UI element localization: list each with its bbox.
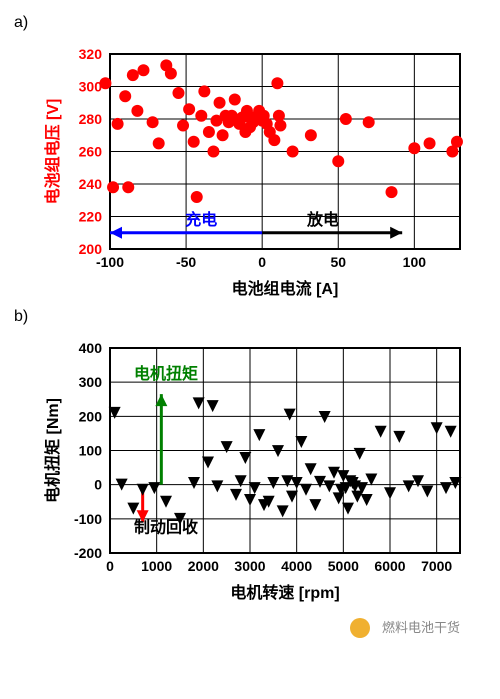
footer: 燃料电池干货 [10,614,490,638]
svg-text:260: 260 [79,144,103,160]
panel-b-label: b) [14,308,490,326]
chart-a-svg: -100-50050100200220240260280300320电池组电流 … [40,34,470,304]
svg-text:280: 280 [79,111,103,127]
footer-avatar-icon [350,618,370,638]
svg-text:4000: 4000 [281,558,312,574]
svg-text:电机转速 [rpm]: 电机转速 [rpm] [230,583,339,602]
svg-text:240: 240 [79,176,103,192]
svg-text:6000: 6000 [374,558,405,574]
svg-text:-200: -200 [74,545,102,561]
svg-text:400: 400 [79,340,103,356]
svg-text:50: 50 [330,254,346,270]
svg-text:220: 220 [79,209,103,225]
svg-text:电机扭矩: 电机扭矩 [134,364,198,383]
svg-text:-50: -50 [176,254,196,270]
svg-text:100: 100 [79,443,103,459]
svg-text:300: 300 [79,79,103,95]
svg-text:0: 0 [106,558,114,574]
svg-text:-100: -100 [74,511,102,527]
svg-text:200: 200 [79,408,103,424]
svg-text:制动回收: 制动回收 [134,518,198,537]
svg-text:0: 0 [258,254,266,270]
svg-text:电机扭矩 [Nm]: 电机扭矩 [Nm] [43,398,62,503]
chart-b: 0 1000 2000 3000 4000 5000 6000 7000 -200 -100 0 10… [40,328,490,608]
panel-a-label: a) [14,14,490,32]
svg-text:5000: 5000 [328,558,359,574]
svg-text:电池组电压 [V]: 电池组电压 [V] [43,99,62,205]
footer-text: 燃料电池干货 [382,617,460,636]
svg-text:2000: 2000 [188,558,219,574]
svg-text:放电: 放电 [306,210,339,229]
svg-text:100: 100 [403,254,427,270]
svg-text:320: 320 [79,46,103,62]
svg-text:7000: 7000 [421,558,452,574]
svg-text:充电: 充电 [185,210,217,229]
chart-b-svg: 0 1000 2000 3000 4000 5000 6000 7000 -200 -100 0 10… [40,328,470,608]
svg-text:1000: 1000 [141,558,172,574]
svg-text:3000: 3000 [234,558,265,574]
svg-text:0: 0 [94,477,102,493]
chart-a: -100-50050100200220240260280300320电池组电流 … [40,34,490,304]
svg-text:200: 200 [79,241,103,257]
svg-text:电池组电流 [A]: 电池组电流 [A] [232,279,339,298]
svg-text:300: 300 [79,374,103,390]
